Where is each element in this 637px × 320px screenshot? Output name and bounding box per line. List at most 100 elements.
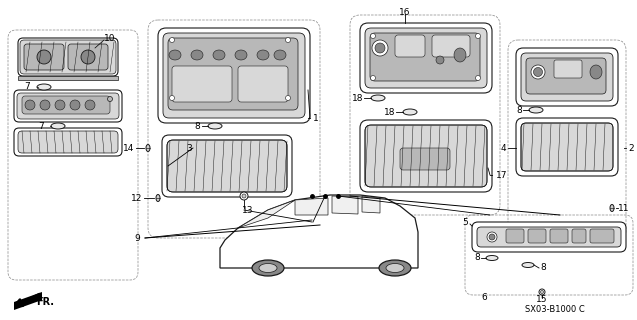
FancyBboxPatch shape xyxy=(14,90,122,122)
FancyBboxPatch shape xyxy=(168,38,298,110)
Text: 12: 12 xyxy=(131,194,142,203)
FancyBboxPatch shape xyxy=(14,128,122,156)
Text: 10: 10 xyxy=(104,34,115,43)
FancyBboxPatch shape xyxy=(162,135,292,197)
Ellipse shape xyxy=(51,123,65,129)
Ellipse shape xyxy=(610,204,614,212)
Ellipse shape xyxy=(454,48,466,62)
Text: 17: 17 xyxy=(496,171,508,180)
Ellipse shape xyxy=(534,68,543,76)
Ellipse shape xyxy=(285,95,290,100)
Text: 18: 18 xyxy=(352,93,363,102)
Text: 4: 4 xyxy=(501,143,506,153)
Text: 7: 7 xyxy=(24,82,30,91)
Ellipse shape xyxy=(257,50,269,60)
FancyBboxPatch shape xyxy=(22,96,110,114)
Ellipse shape xyxy=(259,263,277,273)
Ellipse shape xyxy=(379,260,411,276)
Ellipse shape xyxy=(191,50,203,60)
Text: 2: 2 xyxy=(628,143,634,153)
Ellipse shape xyxy=(371,76,375,81)
Text: 3: 3 xyxy=(186,143,192,153)
Polygon shape xyxy=(295,198,328,215)
Ellipse shape xyxy=(489,234,495,240)
FancyBboxPatch shape xyxy=(521,53,613,101)
Ellipse shape xyxy=(372,40,388,56)
Text: 8: 8 xyxy=(516,106,522,115)
Ellipse shape xyxy=(156,195,160,202)
Text: 11: 11 xyxy=(618,204,629,212)
Text: 1: 1 xyxy=(313,114,318,123)
Ellipse shape xyxy=(169,95,175,100)
FancyBboxPatch shape xyxy=(68,44,108,70)
Text: 14: 14 xyxy=(123,143,134,153)
Ellipse shape xyxy=(85,100,95,110)
FancyBboxPatch shape xyxy=(506,229,524,243)
FancyBboxPatch shape xyxy=(516,48,618,106)
FancyBboxPatch shape xyxy=(18,38,118,76)
Text: 8: 8 xyxy=(194,122,200,131)
FancyBboxPatch shape xyxy=(400,148,450,170)
Ellipse shape xyxy=(55,100,65,110)
Ellipse shape xyxy=(70,100,80,110)
FancyBboxPatch shape xyxy=(521,123,613,171)
FancyBboxPatch shape xyxy=(360,120,492,192)
Ellipse shape xyxy=(285,37,290,43)
Ellipse shape xyxy=(475,34,480,38)
Ellipse shape xyxy=(240,192,248,200)
Ellipse shape xyxy=(386,263,404,273)
Text: 5: 5 xyxy=(462,218,468,227)
FancyBboxPatch shape xyxy=(172,66,232,102)
Polygon shape xyxy=(362,196,380,213)
Polygon shape xyxy=(332,196,358,214)
FancyBboxPatch shape xyxy=(550,229,568,243)
Ellipse shape xyxy=(531,65,545,79)
FancyBboxPatch shape xyxy=(516,118,618,176)
FancyBboxPatch shape xyxy=(238,66,288,102)
Text: 7: 7 xyxy=(38,122,44,131)
Text: 13: 13 xyxy=(242,205,254,214)
Polygon shape xyxy=(220,195,418,268)
FancyBboxPatch shape xyxy=(554,60,582,78)
FancyBboxPatch shape xyxy=(18,131,118,153)
Ellipse shape xyxy=(487,232,497,242)
Ellipse shape xyxy=(37,84,51,90)
Ellipse shape xyxy=(403,109,417,115)
Ellipse shape xyxy=(81,50,95,64)
Ellipse shape xyxy=(208,123,222,129)
Ellipse shape xyxy=(40,100,50,110)
Polygon shape xyxy=(18,76,118,80)
Ellipse shape xyxy=(108,97,113,101)
Ellipse shape xyxy=(486,255,498,260)
Text: 9: 9 xyxy=(134,234,140,243)
Text: SX03-B1000 C: SX03-B1000 C xyxy=(525,306,585,315)
Ellipse shape xyxy=(37,50,51,64)
Ellipse shape xyxy=(475,76,480,81)
FancyBboxPatch shape xyxy=(24,44,64,70)
Ellipse shape xyxy=(146,145,150,151)
Ellipse shape xyxy=(274,50,286,60)
FancyBboxPatch shape xyxy=(572,229,586,243)
FancyBboxPatch shape xyxy=(20,40,116,74)
Ellipse shape xyxy=(529,107,543,113)
Ellipse shape xyxy=(169,37,175,43)
FancyBboxPatch shape xyxy=(528,229,546,243)
Text: 18: 18 xyxy=(383,108,395,116)
FancyBboxPatch shape xyxy=(365,125,487,187)
Ellipse shape xyxy=(539,289,545,295)
Text: 8: 8 xyxy=(475,253,480,262)
Text: 8: 8 xyxy=(540,263,546,273)
Text: 15: 15 xyxy=(536,295,548,305)
Text: 6: 6 xyxy=(481,293,487,302)
Ellipse shape xyxy=(375,43,385,53)
Ellipse shape xyxy=(371,95,385,101)
Ellipse shape xyxy=(371,34,375,38)
FancyBboxPatch shape xyxy=(472,222,626,252)
FancyBboxPatch shape xyxy=(526,58,606,94)
Ellipse shape xyxy=(590,65,602,79)
Ellipse shape xyxy=(541,291,543,293)
Ellipse shape xyxy=(213,50,225,60)
FancyBboxPatch shape xyxy=(370,33,480,81)
Text: 16: 16 xyxy=(399,7,411,17)
FancyBboxPatch shape xyxy=(477,227,621,247)
